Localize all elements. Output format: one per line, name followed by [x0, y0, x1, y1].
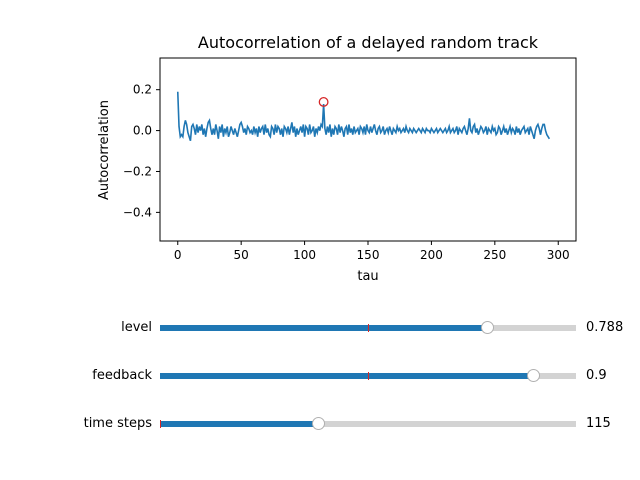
slider-level-value: 0.788 — [586, 320, 624, 335]
slider-feedback[interactable]: feedback 0.9 — [0, 366, 640, 386]
x-tick-label: 100 — [293, 248, 316, 262]
y-axis: −0.4 −0.2 0.0 0.2 — [123, 83, 160, 219]
autocorrelation-series-line — [176, 91, 551, 142]
slider-feedback-track[interactable] — [160, 369, 576, 382]
slider-feedback-label: feedback — [92, 368, 152, 383]
slider-feedback-initial-marker — [368, 372, 369, 380]
x-tick-label: 50 — [234, 248, 249, 262]
plot-frame — [159, 57, 577, 242]
slider-time-steps-value: 115 — [586, 416, 611, 431]
slider-time-steps-label: time steps — [83, 416, 152, 431]
y-tick-label: −0.2 — [123, 164, 152, 178]
autocorrelation-chart: Autocorrelation of a delayed random trac… — [97, 33, 577, 284]
x-tick-label: 150 — [357, 248, 380, 262]
slider-level-handle[interactable] — [480, 321, 494, 334]
slider-time-steps[interactable]: time steps 115 — [0, 414, 640, 434]
slider-level-initial-marker — [368, 324, 369, 332]
slider-level-label: level — [121, 320, 152, 335]
slider-level[interactable]: level 0.788 — [0, 318, 640, 338]
slider-feedback-handle[interactable] — [527, 369, 541, 382]
x-axis: 0 50 100 150 200 250 300 — [174, 241, 570, 262]
y-tick-label: −0.4 — [123, 205, 152, 219]
slider-time-steps-handle[interactable] — [312, 417, 326, 430]
x-tick-label: 300 — [547, 248, 570, 262]
slider-level-fill — [160, 325, 488, 331]
x-tick-label: 0 — [174, 248, 182, 262]
chart-title: Autocorrelation of a delayed random trac… — [198, 33, 539, 52]
y-axis-label: Autocorrelation — [97, 100, 112, 200]
slider-level-track[interactable] — [160, 321, 576, 334]
slider-feedback-value: 0.9 — [586, 368, 607, 383]
slider-time-steps-initial-marker — [160, 420, 161, 428]
slider-time-steps-track[interactable] — [160, 417, 576, 430]
y-tick-label: 0.2 — [133, 83, 152, 97]
x-axis-label: tau — [357, 269, 378, 284]
x-tick-label: 200 — [420, 248, 443, 262]
slider-feedback-fill — [160, 373, 535, 379]
x-tick-label: 250 — [483, 248, 506, 262]
peak-marker — [318, 97, 329, 107]
slider-time-steps-fill — [160, 421, 320, 427]
y-tick-label: 0.0 — [133, 124, 152, 138]
